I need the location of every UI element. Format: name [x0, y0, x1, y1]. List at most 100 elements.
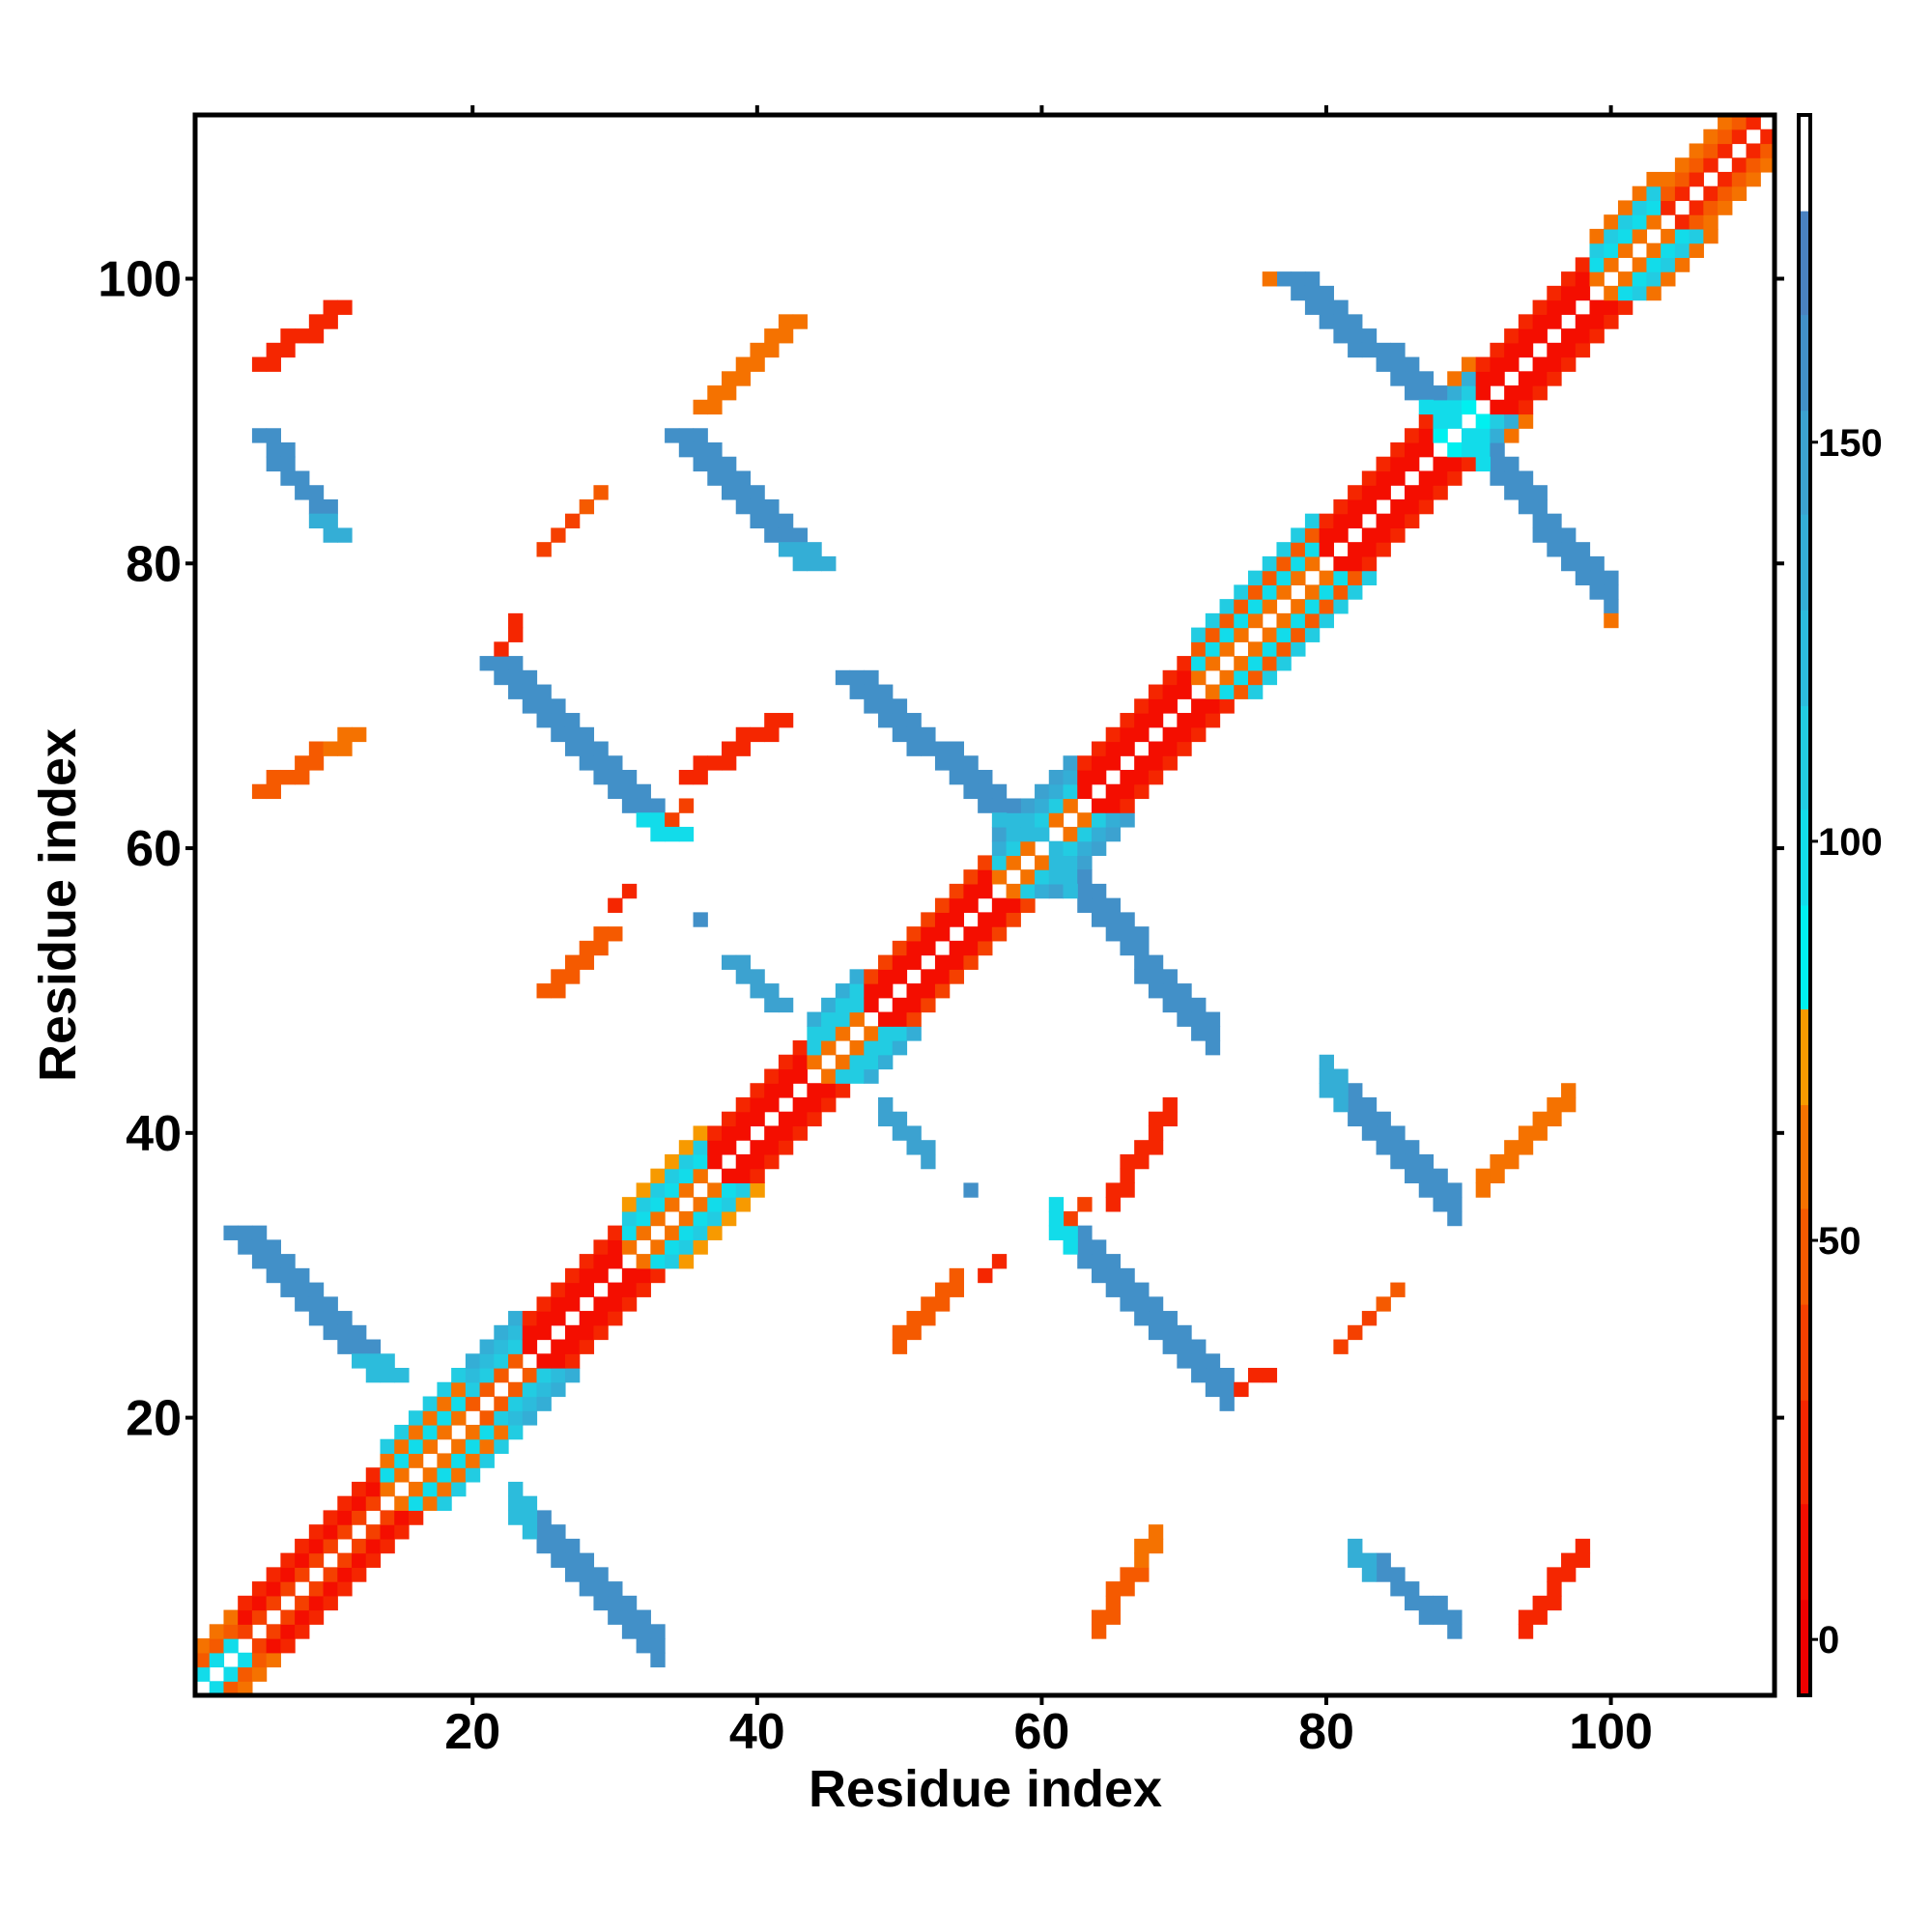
colorbar-level [1799, 1599, 1810, 1696]
y-tick-label: 40 [126, 1106, 182, 1162]
heatmap-cell [1646, 171, 1662, 187]
heatmap-cell [479, 1368, 495, 1383]
heatmap-cell [1731, 115, 1747, 130]
heatmap-cell [750, 1153, 765, 1170]
heatmap-cell [579, 741, 595, 756]
heatmap-cell [1646, 285, 1662, 301]
heatmap-cell [1205, 612, 1221, 629]
heatmap-cell [621, 798, 638, 813]
heatmap-cell [1433, 1168, 1448, 1184]
heatmap-cell [1006, 826, 1021, 842]
heatmap-cell [266, 1581, 281, 1597]
axis-ticks: 20 40 60 80 100 20 40 60 80 100 [98, 105, 1784, 1760]
heatmap-cell [1205, 698, 1221, 714]
heatmap-cell [1617, 271, 1634, 287]
heatmap-cell [564, 954, 581, 970]
heatmap-cell [1162, 698, 1178, 714]
heatmap-cell [722, 741, 737, 756]
heatmap-cell [621, 1609, 638, 1625]
heatmap-cell [1120, 1567, 1135, 1582]
heatmap-cell [665, 1225, 680, 1240]
heatmap-cell [1348, 498, 1363, 515]
heatmap-cell [365, 1524, 382, 1540]
heatmap-cell [764, 713, 780, 728]
heatmap-cell [934, 926, 951, 942]
heatmap-cell [1589, 570, 1605, 585]
heatmap-cell [1162, 997, 1178, 1013]
heatmap-cell [621, 1197, 638, 1212]
heatmap-cell [1348, 513, 1363, 529]
heatmap-cell [621, 883, 638, 899]
heatmap-cell [1162, 669, 1178, 686]
heatmap-cell [735, 470, 752, 486]
heatmap-cell [494, 1368, 509, 1383]
colorbar-tick-label: 50 [1818, 1220, 1861, 1263]
heatmap-cell [1262, 599, 1278, 614]
heatmap-cell [280, 328, 296, 344]
heatmap-cell [1120, 783, 1135, 800]
heatmap-cell [1718, 128, 1733, 145]
heatmap-cell [1547, 299, 1562, 315]
heatmap-cell [1020, 840, 1036, 857]
heatmap-cell [864, 1040, 879, 1056]
heatmap-cell [1148, 741, 1164, 756]
heatmap-cell [906, 926, 922, 942]
heatmap-cell [722, 1197, 737, 1212]
heatmap-cell [764, 342, 780, 358]
heatmap-cell [1048, 1210, 1065, 1227]
heatmap-cell [1205, 641, 1221, 657]
heatmap-cell [209, 1652, 225, 1668]
heatmap-cell [1248, 570, 1264, 585]
heatmap-cell [295, 485, 310, 500]
heatmap-cell [1547, 527, 1562, 543]
heatmap-cell [1134, 726, 1150, 743]
heatmap-cell [1177, 983, 1192, 999]
heatmap-cell [1205, 1026, 1221, 1041]
heatmap-cell [494, 641, 509, 657]
heatmap-cell [1276, 542, 1292, 557]
heatmap-cell [1475, 1168, 1492, 1184]
heatmap-cell [1105, 1595, 1122, 1611]
heatmap-cell [1333, 513, 1349, 529]
heatmap-cell [422, 1467, 439, 1483]
heatmap-cell [1006, 897, 1021, 913]
heatmap-cell [1447, 1197, 1463, 1212]
heatmap-cell [608, 1595, 623, 1611]
heatmap-cell [621, 783, 638, 800]
heatmap-cell [1447, 1210, 1463, 1227]
heatmap-cell [1718, 115, 1733, 130]
heatmap-cell [764, 997, 780, 1013]
heatmap-cell [1490, 441, 1505, 458]
heatmap-cell [238, 1609, 253, 1625]
heatmap-cell [792, 542, 808, 557]
heatmap-cell [593, 926, 609, 942]
heatmap-cell [1604, 214, 1619, 230]
heatmap-cell [750, 969, 765, 984]
heatmap-cell [1319, 542, 1334, 557]
heatmap-cell [1134, 969, 1150, 984]
heatmap-cell [238, 1652, 253, 1668]
heatmap-cell [764, 726, 780, 743]
heatmap-cell [621, 769, 638, 785]
heatmap-cell [508, 1396, 524, 1411]
heatmap-cell [1134, 1296, 1150, 1312]
heatmap-cell [1348, 570, 1363, 585]
heatmap-cell [764, 1068, 780, 1084]
heatmap-cell [1304, 599, 1321, 614]
heatmap-cell [337, 1552, 353, 1568]
heatmap-cell [1120, 1581, 1135, 1597]
heatmap-cell [508, 684, 524, 699]
heatmap-cell [949, 897, 965, 913]
heatmap-cell [707, 1182, 723, 1198]
heatmap-cell [280, 1581, 296, 1597]
colorbar-level [1799, 410, 1810, 515]
heatmap-cell [1105, 812, 1122, 828]
heatmap-cell [1447, 1182, 1463, 1198]
heatmap-cell [1405, 441, 1420, 458]
heatmap-cell [1148, 1538, 1164, 1554]
heatmap-cell [1575, 542, 1591, 557]
heatmap-cell [323, 1524, 338, 1540]
heatmap-cell [1418, 399, 1435, 415]
heatmap-cell [1589, 314, 1605, 329]
heatmap-cell [266, 783, 281, 800]
